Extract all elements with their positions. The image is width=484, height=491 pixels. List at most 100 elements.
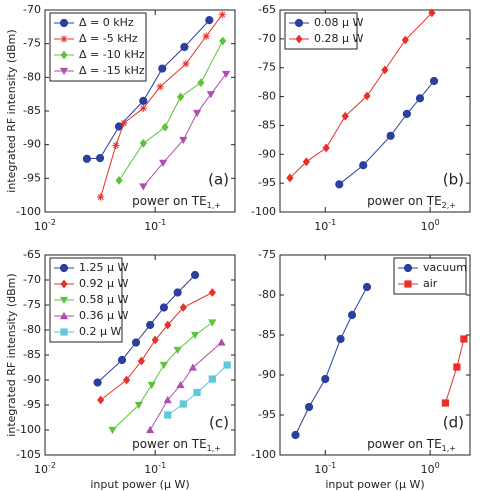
data-point: [321, 374, 330, 384]
data-point: [336, 334, 345, 344]
legend-label: 0.28 µ W: [314, 32, 363, 45]
y-axis-label: integrated RF intensity (dBm): [5, 29, 18, 192]
x-tick-label: 10-1: [314, 461, 336, 477]
panel-label: (a): [208, 171, 229, 189]
annotation: power on TE2,+: [367, 194, 456, 210]
data-point: [120, 119, 128, 127]
y-tick-label: -80: [23, 323, 41, 336]
data-point: [131, 338, 141, 347]
x-tick-label: 10-2: [34, 461, 56, 477]
legend-marker: [60, 328, 68, 336]
data-point: [147, 381, 156, 390]
y-tick-label: -65: [258, 3, 276, 16]
annotation-subscript: 1,+: [207, 201, 221, 210]
x-tick-label: 10-1: [144, 218, 166, 234]
data-point: [335, 180, 344, 189]
data-point: [151, 335, 159, 345]
x-tick-label: 100: [421, 461, 440, 477]
annotation-subscript: 1,+: [442, 444, 456, 453]
annotation: power on TE1,+: [367, 437, 456, 453]
data-point: [190, 331, 200, 340]
x-tick-base: 10: [314, 463, 328, 476]
legend-label: vacuum: [423, 261, 467, 274]
data-point: [415, 94, 425, 103]
x-tick-label: 100: [421, 218, 440, 234]
data-point: [146, 425, 155, 434]
annotation-subscript: 2,+: [442, 201, 456, 210]
data-point: [347, 310, 357, 320]
data-point: [208, 319, 217, 327]
x-tick-exponent: 0: [435, 218, 440, 227]
data-point: [460, 335, 468, 343]
data-point: [97, 193, 105, 201]
y-tick-label: -70: [258, 32, 276, 45]
data-point: [176, 380, 185, 389]
legend-label: 0.08 µ W: [314, 16, 363, 29]
x-tick-exponent: -1: [158, 218, 166, 227]
data-point: [164, 320, 172, 330]
annotation-text: power on TE: [367, 194, 442, 208]
panel-label: (c): [209, 414, 229, 432]
data-point: [341, 111, 349, 121]
data-point: [173, 288, 182, 297]
y-tick-label: -70: [23, 3, 41, 16]
y-tick-label: -80: [258, 288, 276, 301]
data-point: [302, 157, 310, 167]
data-point: [176, 92, 185, 102]
data-point: [286, 173, 294, 183]
data-point: [217, 338, 226, 346]
series-line: [100, 14, 223, 198]
data-point: [115, 175, 123, 185]
y-tick-label: -75: [258, 248, 276, 261]
annotation-subscript: 1,+: [207, 444, 221, 453]
data-point: [223, 361, 231, 369]
y-tick-label: -100: [16, 423, 41, 436]
legend-marker: [403, 263, 413, 273]
y-tick-label: -100: [251, 205, 276, 218]
data-point: [122, 375, 131, 385]
data-point: [202, 32, 210, 40]
y-tick-label: -90: [258, 368, 276, 381]
data-point: [197, 78, 205, 88]
data-point: [156, 83, 164, 91]
data-point: [108, 426, 117, 435]
data-point: [363, 91, 371, 101]
x-tick-base: 10: [144, 463, 158, 476]
y-tick-label: -90: [23, 138, 41, 151]
legend-marker: [60, 50, 68, 60]
axes-frame: [279, 254, 471, 456]
data-point: [304, 402, 314, 412]
annotation-text: power on TE: [132, 194, 207, 208]
x-tick-exponent: -2: [48, 218, 56, 227]
y-tick-label: -75: [23, 37, 41, 50]
y-tick-label: -95: [23, 398, 41, 411]
data-point: [139, 183, 148, 191]
series-line: [289, 12, 433, 179]
legend-marker: [59, 18, 69, 28]
data-point: [179, 136, 188, 145]
data-point: [359, 161, 368, 170]
data-point: [146, 320, 155, 330]
data-point: [163, 395, 172, 404]
data-point: [428, 8, 436, 18]
series-line: [142, 73, 227, 187]
data-point: [139, 138, 147, 148]
y-tick-label: -85: [258, 328, 276, 341]
data-point: [441, 399, 450, 407]
data-point: [218, 11, 226, 19]
data-point: [401, 35, 409, 45]
legend-label: 0.36 µ W: [79, 309, 128, 322]
x-tick-base: 10: [144, 220, 158, 233]
data-point: [190, 270, 200, 280]
data-point: [386, 131, 395, 140]
data-point: [193, 388, 201, 397]
data-point: [97, 395, 105, 405]
data-point: [221, 70, 231, 79]
legend-label: 0.2 µ W: [79, 325, 121, 338]
legend-label: Δ = -10 kHz: [79, 48, 145, 61]
data-point: [139, 104, 147, 112]
y-tick-label: -100: [251, 448, 276, 461]
legend-label: 1.25 µ W: [79, 261, 128, 274]
x-tick-exponent: -1: [328, 461, 336, 470]
data-point: [192, 109, 202, 118]
